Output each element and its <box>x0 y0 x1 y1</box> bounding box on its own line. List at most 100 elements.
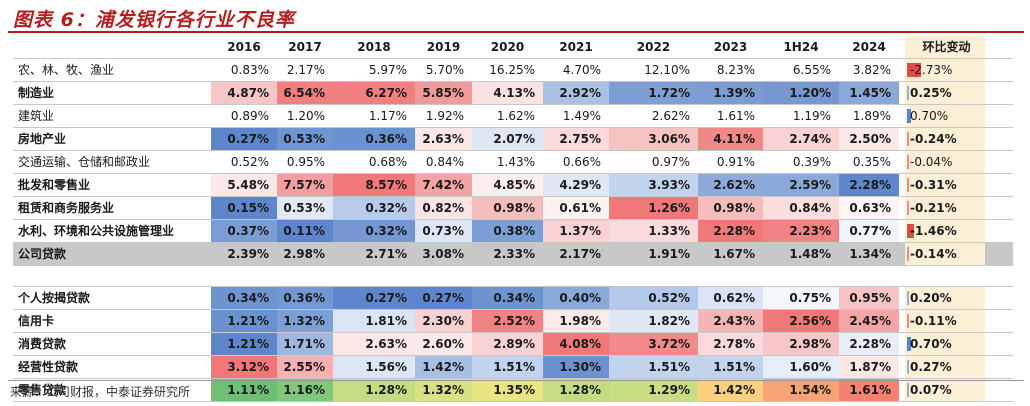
npl-value-cell: 0.68% <box>368 155 407 169</box>
table-row: 消费贷款 1.21% 1.71% 2.63% 2.60% 2.89% 4.08% 3.72% 2… <box>13 333 1013 356</box>
npl-value-cell: 6.54% <box>277 82 333 104</box>
npl-value-cell: 1.37% <box>543 220 609 242</box>
delta-value: -1.46% <box>910 224 957 238</box>
npl-value-cell: 2.50% <box>839 128 899 150</box>
npl-value-cell: 1.60% <box>763 356 839 378</box>
npl-value-cell: 2.60% <box>415 333 472 355</box>
npl-value-cell: 1.30% <box>543 356 609 378</box>
npl-value-cell: 3.06% <box>609 128 698 150</box>
column-header: 2022 <box>636 40 671 54</box>
npl-value-cell: 7.57% <box>277 174 333 196</box>
npl-value-cell: 2.89% <box>472 333 543 355</box>
column-header: 2024 <box>852 40 886 54</box>
npl-value-cell: 3.82% <box>852 63 891 77</box>
npl-value-cell: 0.32% <box>333 220 415 242</box>
table-row: 经营性贷款 3.12% 2.55% 1.56% 1.42% 1.51% 1.30% 1.51%… <box>13 356 1013 379</box>
npl-value-cell: 0.84% <box>425 155 464 169</box>
npl-value-cell: 4.85% <box>472 174 543 196</box>
delta-value: 0.20% <box>910 291 952 305</box>
delta-bar <box>907 201 909 215</box>
npl-value-cell: 3.72% <box>609 333 698 355</box>
npl-value-cell: 2.75% <box>543 128 609 150</box>
npl-value-cell: 16.25% <box>489 63 535 77</box>
header: 图表 6：浦发银行各行业不良率 <box>0 0 1030 34</box>
npl-value-cell: 2.30% <box>415 310 472 332</box>
npl-value-cell: 4.11% <box>698 128 763 150</box>
npl-value-cell: 3.93% <box>609 174 698 196</box>
delta-value: 0.27% <box>910 360 952 374</box>
delta-value: 0.70% <box>910 337 952 351</box>
npl-value-cell: 1.45% <box>839 82 899 104</box>
column-header: 2019 <box>426 40 461 54</box>
npl-value-cell: 1.48% <box>789 247 831 261</box>
npl-value-cell: 2.17% <box>559 247 601 261</box>
npl-value-cell: 1.54% <box>763 379 839 401</box>
npl-value-cell: 0.97% <box>651 155 690 169</box>
npl-value-cell: 1.21% <box>211 333 277 355</box>
npl-value-cell: 0.82% <box>415 197 472 219</box>
delta-cell: 0.27% <box>905 356 985 378</box>
delta-value: 0.07% <box>910 383 952 397</box>
delta-cell: -0.14% <box>905 243 985 265</box>
npl-value-cell: 0.61% <box>543 197 609 219</box>
npl-value-cell: 1.29% <box>609 379 698 401</box>
row-label: 房地产业 <box>18 132 67 146</box>
npl-value-cell: 0.73% <box>415 220 472 242</box>
npl-value-cell: 2.39% <box>227 247 269 261</box>
column-header: 2023 <box>713 40 748 54</box>
npl-value-cell: 2.62% <box>651 109 690 123</box>
npl-value-cell: 0.11% <box>277 220 333 242</box>
table-row: 零售贷款 1.11% 1.16% 1.28% 1.32% 1.35% 1.28% 1.29% 1… <box>13 379 1013 402</box>
npl-value-cell: 0.35% <box>852 155 891 169</box>
delta-value: 0.70% <box>910 109 949 123</box>
delta-bar <box>907 224 915 238</box>
npl-value-cell: 1.62% <box>496 109 535 123</box>
npl-value-cell: 4.13% <box>472 82 543 104</box>
npl-value-cell: 1.26% <box>609 197 698 219</box>
npl-table: 2016 2017 2018 2019 2020 2021 2022 2023 … <box>13 36 1013 402</box>
delta-bar <box>907 109 911 123</box>
npl-value-cell: 2.78% <box>698 333 763 355</box>
delta-bar <box>907 132 909 146</box>
npl-value-cell: 1.61% <box>839 379 899 401</box>
npl-value-cell: 0.32% <box>333 197 415 219</box>
npl-value-cell: 4.08% <box>543 333 609 355</box>
npl-value-cell: 0.38% <box>472 220 543 242</box>
npl-value-cell: 12.10% <box>644 63 690 77</box>
npl-value-cell: 2.52% <box>472 310 543 332</box>
npl-value-cell: 0.53% <box>277 197 333 219</box>
npl-value-cell: 1.87% <box>839 356 899 378</box>
npl-value-cell: 1.98% <box>543 310 609 332</box>
npl-value-cell: 2.55% <box>277 356 333 378</box>
npl-value-cell: 2.43% <box>698 310 763 332</box>
delta-cell: -0.04% <box>905 151 985 173</box>
npl-value-cell: 2.92% <box>543 82 609 104</box>
npl-value-cell: 1.20% <box>286 109 325 123</box>
npl-value-cell: 1.21% <box>211 310 277 332</box>
row-label: 农、林、牧、渔业 <box>18 63 115 77</box>
npl-value-cell: 0.37% <box>211 220 277 242</box>
npl-value-cell: 1.35% <box>472 379 543 401</box>
npl-value-cell: 5.70% <box>425 63 464 77</box>
npl-value-cell: 1.28% <box>543 379 609 401</box>
delta-value: -0.14% <box>910 247 957 261</box>
npl-value-cell: 1.51% <box>472 356 543 378</box>
npl-value-cell: 0.36% <box>277 287 333 309</box>
delta-cell: -0.24% <box>905 128 985 150</box>
delta-bar <box>907 337 911 351</box>
delta-value: -0.31% <box>910 178 957 192</box>
npl-value-cell: 0.53% <box>277 128 333 150</box>
npl-value-cell: 2.59% <box>763 174 839 196</box>
npl-value-cell: 2.07% <box>472 128 543 150</box>
npl-value-cell: 1.61% <box>716 109 755 123</box>
npl-value-cell: 2.45% <box>839 310 899 332</box>
npl-value-cell: 0.95% <box>286 155 325 169</box>
npl-value-cell: 2.17% <box>286 63 325 77</box>
npl-value-cell: 1.20% <box>763 82 839 104</box>
row-label: 租赁和商务服务业 <box>18 201 115 215</box>
npl-value-cell: 0.98% <box>472 197 543 219</box>
npl-value-cell: 0.39% <box>792 155 831 169</box>
npl-value-cell: 2.71% <box>365 247 407 261</box>
row-label: 批发和零售业 <box>18 178 91 192</box>
column-header: 2020 <box>490 40 525 54</box>
